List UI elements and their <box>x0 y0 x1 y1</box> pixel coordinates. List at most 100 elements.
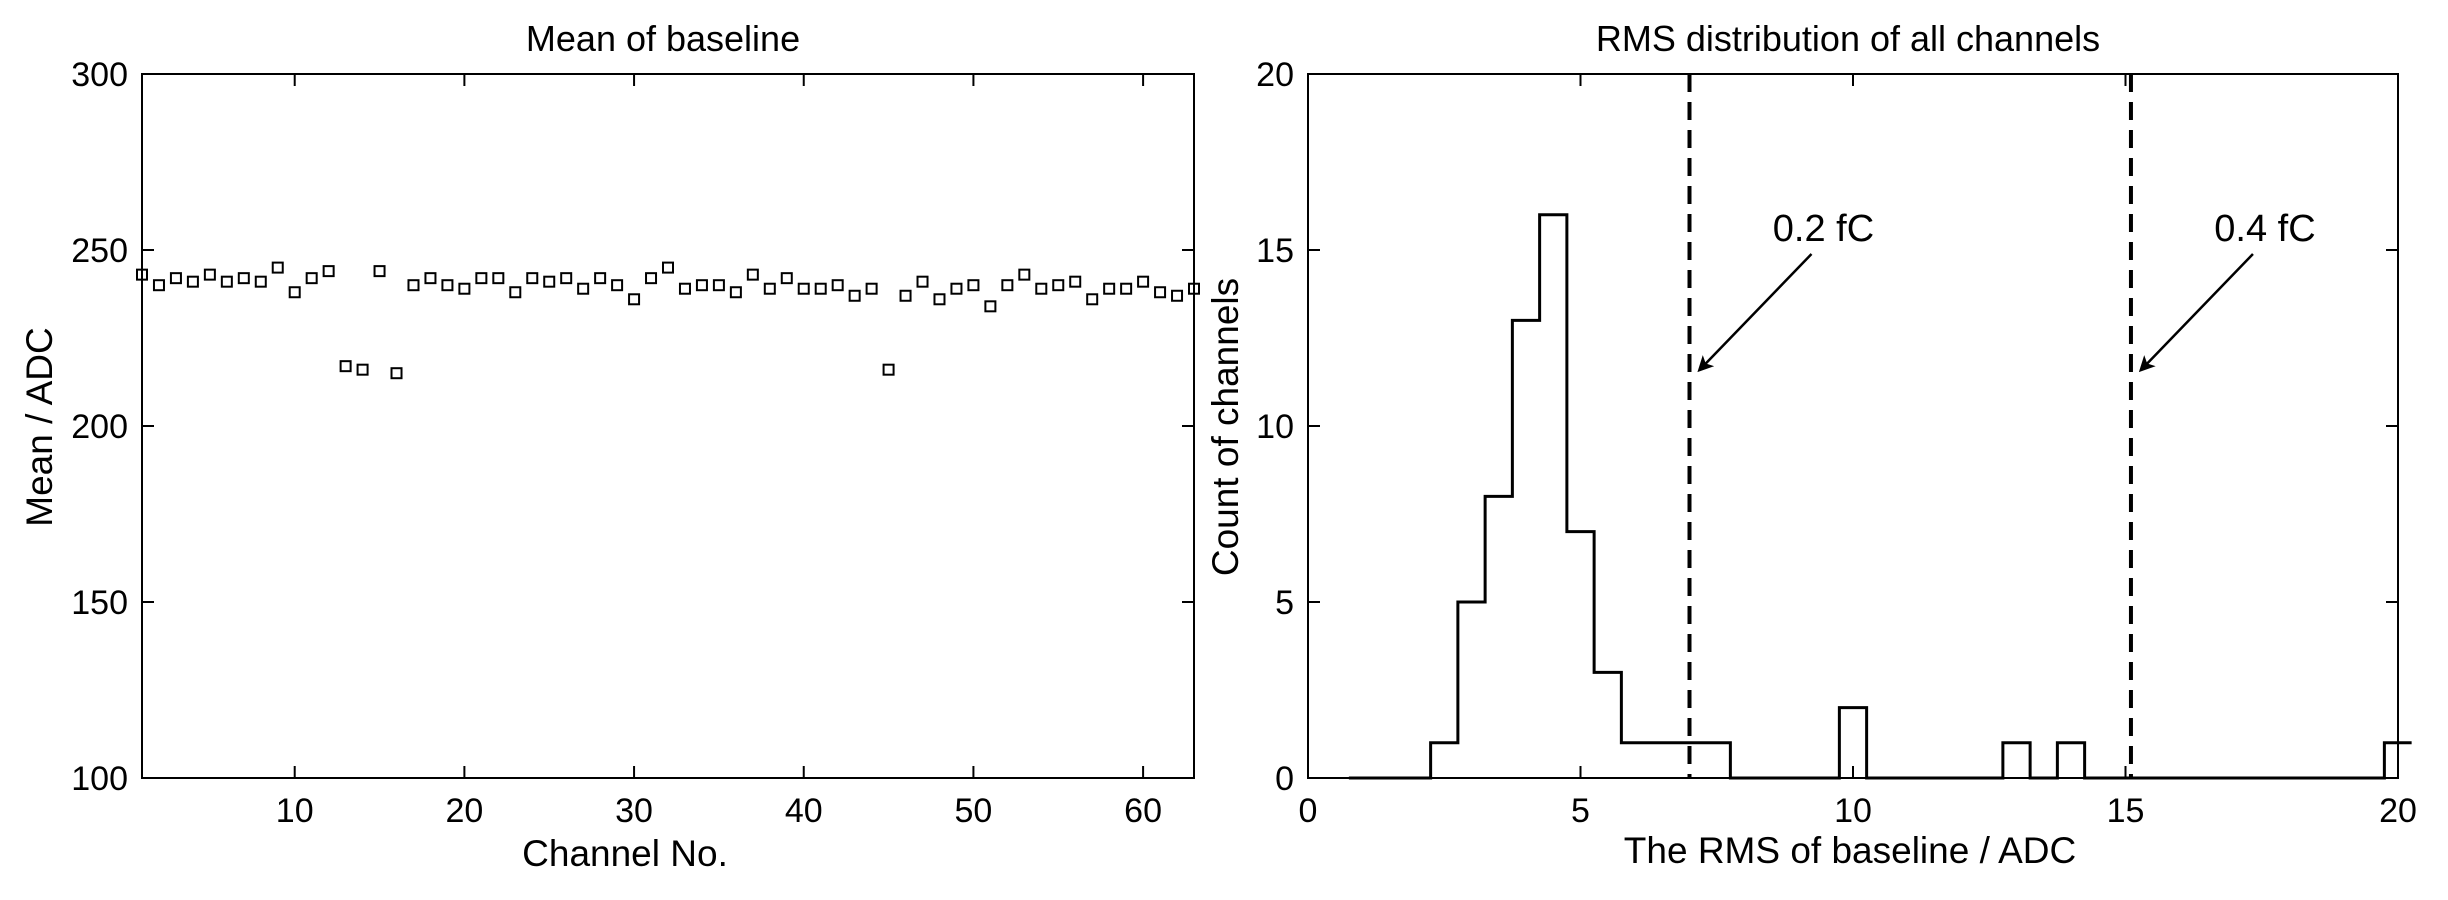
chart1-data-point <box>441 279 454 292</box>
chart2-xtick-label: 20 <box>2379 792 2417 830</box>
chart1-data-point <box>678 282 691 295</box>
chart1-data-point <box>509 286 522 299</box>
chart1-y-ticks: 100 150 200 250 300 <box>71 56 1194 798</box>
chart1-data-point <box>492 272 505 285</box>
chart1-data-point <box>1052 279 1065 292</box>
chart2-ylabel: Count of channels <box>1205 278 1246 576</box>
chart1-data-point <box>628 293 641 306</box>
chart1-ytick-label: 150 <box>71 584 128 622</box>
chart2-title: RMS distribution of all channels <box>1596 18 2100 59</box>
chart1-ytick-label: 250 <box>71 232 128 270</box>
chart1-xlabel: Channel No. <box>522 833 728 874</box>
chart2-xtick-label: 0 <box>1299 792 1318 830</box>
chart1-data-point <box>1035 282 1048 295</box>
chart1-data-point <box>831 279 844 292</box>
mean-baseline-chart: Mean of baseline Channel No. Mean / ADC … <box>19 18 1200 874</box>
chart1-xtick-label: 50 <box>955 792 993 830</box>
chart1-data-point <box>967 279 980 292</box>
chart1-data-point <box>543 275 556 288</box>
chart2-ytick-label: 15 <box>1256 232 1294 270</box>
chart1-data-point <box>186 275 199 288</box>
chart1-data-point <box>933 293 946 306</box>
chart1-data-point <box>594 272 607 285</box>
chart1-data-point <box>322 265 335 278</box>
chart1-data-point <box>695 279 708 292</box>
rms-distribution-chart: RMS distribution of all channels The RMS… <box>1205 18 2417 871</box>
chart1-data-point <box>797 282 810 295</box>
chart1-data-point <box>577 282 590 295</box>
chart1-data-point <box>152 279 165 292</box>
chart1-xtick-label: 60 <box>1124 792 1162 830</box>
chart2-ytick-label: 20 <box>1256 56 1294 94</box>
chart1-data-point <box>169 272 182 285</box>
chart1-data-point <box>1171 289 1184 302</box>
chart1-ytick-label: 200 <box>71 408 128 446</box>
threshold-label: 0.2 fC <box>1773 208 1874 250</box>
chart1-points <box>136 261 1200 380</box>
chart1-data-point <box>203 268 216 281</box>
chart1-data-point <box>763 282 776 295</box>
chart1-plot-frame <box>141 73 1195 779</box>
chart2-xtick-label: 5 <box>1571 792 1590 830</box>
chart1-xtick-label: 20 <box>445 792 483 830</box>
chart1-data-point <box>746 268 759 281</box>
chart1-data-point <box>899 289 912 302</box>
chart1-data-point <box>305 272 318 285</box>
chart1-data-point <box>780 272 793 285</box>
chart1-data-point <box>645 272 658 285</box>
chart1-data-point <box>339 360 352 373</box>
chart1-data-point <box>848 289 861 302</box>
chart1-data-point <box>1120 282 1133 295</box>
chart1-ylabel: Mean / ADC <box>19 327 60 526</box>
chart1-ytick-label: 300 <box>71 56 128 94</box>
chart1-data-point <box>458 282 471 295</box>
chart1-data-point <box>814 282 827 295</box>
chart1-data-point <box>865 282 878 295</box>
chart1-xtick-label: 30 <box>615 792 653 830</box>
threshold-label: 0.4 fC <box>2214 208 2315 250</box>
chart2-ytick-label: 10 <box>1256 408 1294 446</box>
chart1-data-point <box>1001 279 1014 292</box>
threshold-arrow <box>2138 253 2254 373</box>
chart1-data-point <box>407 279 420 292</box>
chart1-data-point <box>356 363 369 376</box>
chart2-histogram-outline <box>1348 213 2412 780</box>
chart1-data-point <box>254 275 267 288</box>
chart1-ytick-label: 100 <box>71 760 128 798</box>
chart1-data-point <box>729 286 742 299</box>
chart1-data-point <box>662 261 674 274</box>
chart1-data-point <box>1154 286 1167 299</box>
chart1-data-point <box>526 272 539 285</box>
chart1-data-point <box>390 367 403 380</box>
chart1-data-point <box>288 286 301 299</box>
chart1-x-ticks: 10 20 30 40 50 60 <box>276 74 1162 830</box>
chart2-y-ticks: 0 5 10 15 20 <box>1256 56 2398 798</box>
chart1-data-point <box>916 275 929 288</box>
chart1-data-point <box>237 272 250 285</box>
chart2-ytick-label: 0 <box>1275 760 1294 798</box>
chart2-ytick-label: 5 <box>1275 584 1294 622</box>
chart1-data-point <box>475 272 488 285</box>
chart2-thresholds: 0.2 fC 0.4 fC <box>1687 74 2316 778</box>
chart1-data-point <box>1086 293 1099 306</box>
chart1-data-point <box>1103 282 1116 295</box>
chart1-data-point <box>271 261 284 274</box>
chart2-xtick-label: 10 <box>1834 792 1872 830</box>
chart1-title: Mean of baseline <box>526 18 800 59</box>
chart1-xtick-label: 10 <box>276 792 314 830</box>
chart1-data-point <box>1069 275 1082 288</box>
chart1-data-point <box>373 265 386 278</box>
chart2-plot-frame <box>1307 73 2399 779</box>
chart1-data-point <box>220 275 233 288</box>
chart1-data-point <box>1137 275 1150 288</box>
chart2-x-ticks: 0 5 10 15 20 <box>1299 74 2417 830</box>
chart1-data-point <box>1018 268 1031 281</box>
chart1-data-point <box>611 279 624 292</box>
chart1-data-point <box>882 363 895 376</box>
chart1-data-point <box>950 282 963 295</box>
chart1-data-point <box>984 300 997 313</box>
chart1-data-point <box>712 279 725 292</box>
chart2-xlabel: The RMS of baseline / ADC <box>1624 830 2076 871</box>
chart1-data-point <box>560 272 573 285</box>
